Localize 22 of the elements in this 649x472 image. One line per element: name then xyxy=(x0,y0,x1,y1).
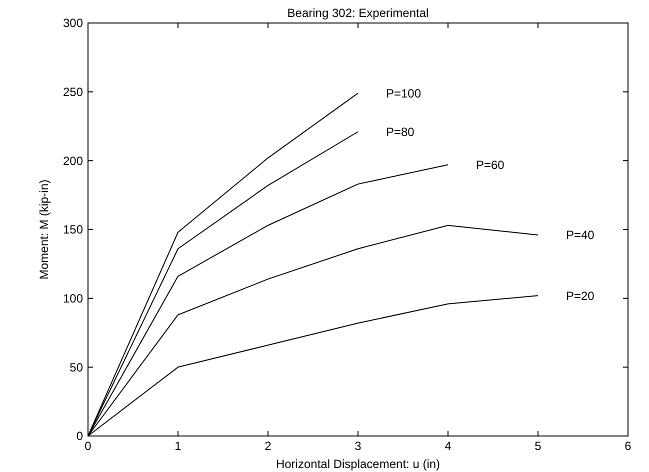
y-tick-label: 200 xyxy=(62,154,84,168)
x-tick-label: 6 xyxy=(624,439,632,453)
y-tick-label: 250 xyxy=(62,85,84,100)
x-tick-label: 5 xyxy=(534,439,542,453)
legend-label: P=20 xyxy=(566,288,595,303)
text: P=60 xyxy=(476,158,505,172)
x-tick-label: 3 xyxy=(354,439,362,453)
chart-title: Bearing 302: Experimental xyxy=(287,6,429,20)
y-tick-label: 100 xyxy=(62,292,84,306)
x-tick-label: 2 xyxy=(264,439,272,453)
x-tick-label: 0 xyxy=(84,439,92,453)
y-tick-label: 300 xyxy=(62,16,84,30)
text: P=100 xyxy=(386,86,422,100)
x-axis-title: Horizontal Displacement: u (in) xyxy=(276,457,440,471)
x-tick-label: 4 xyxy=(444,439,452,453)
y-tick-label: 150 xyxy=(62,222,84,237)
x-tick-label: 1 xyxy=(174,439,182,453)
y-tick-label: 50 xyxy=(70,360,84,374)
y-axis-title: Moment: M (kip-in) xyxy=(37,179,51,280)
y-tick-label: 0 xyxy=(76,429,84,444)
legend-label: P=40 xyxy=(566,228,595,242)
text: P=80 xyxy=(386,124,415,139)
